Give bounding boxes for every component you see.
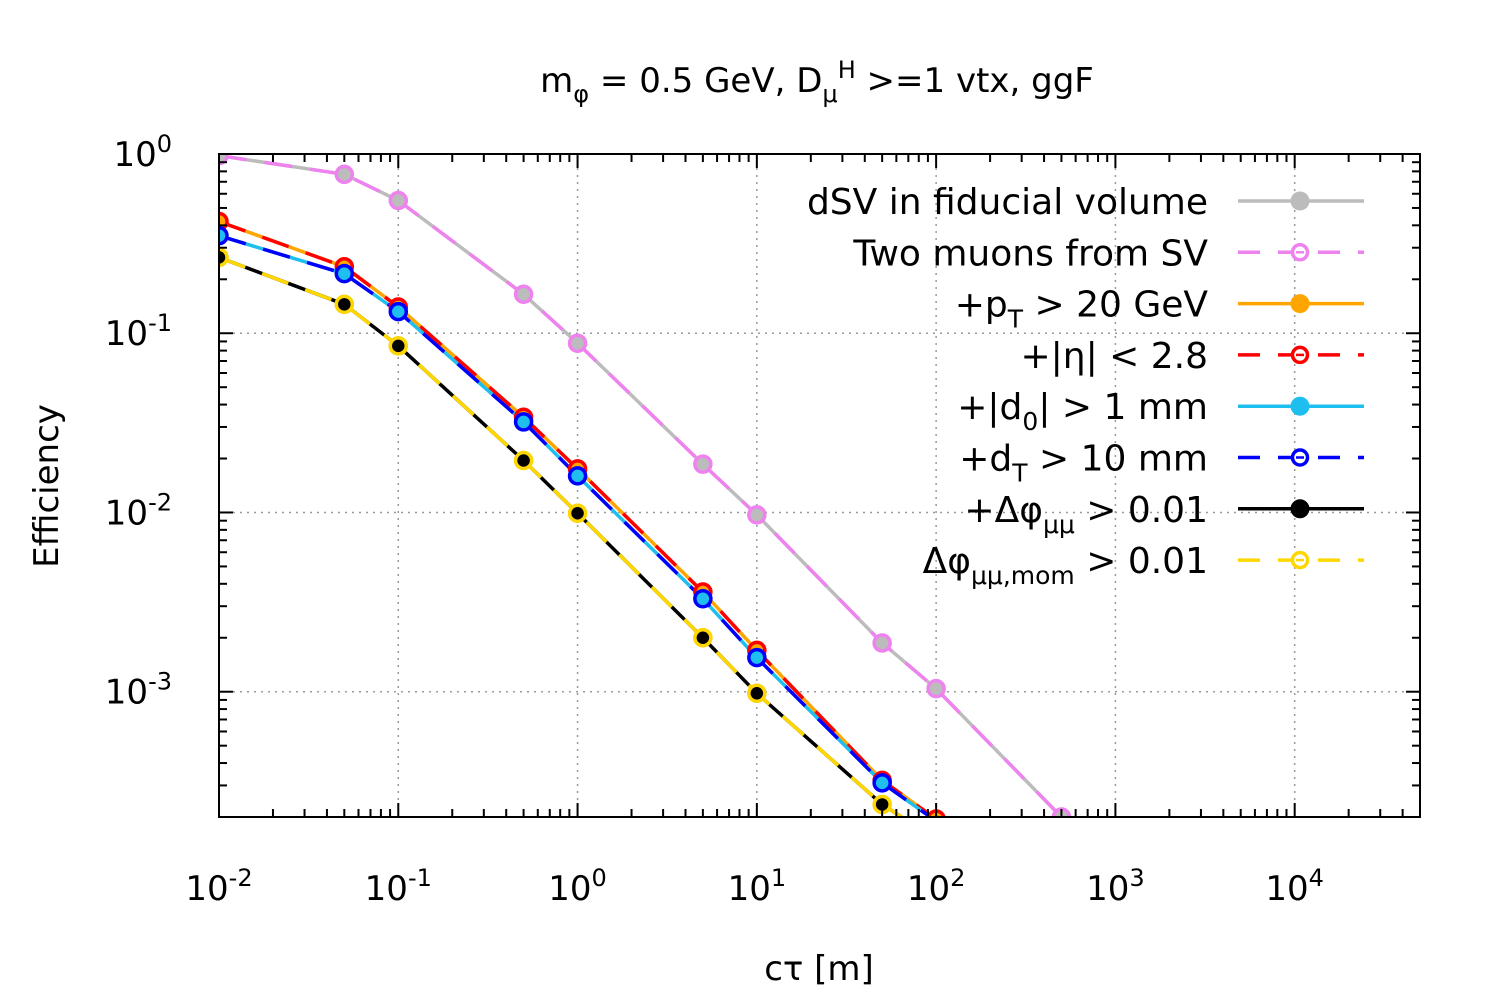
legend-label: dSV in fiducial volume: [807, 182, 1208, 223]
data-point: [693, 454, 713, 474]
x-tick-label: 103: [1086, 864, 1145, 909]
y-tick-label: 10-1: [105, 309, 172, 354]
x-tick-label: 10-1: [365, 864, 432, 909]
ticks: [218, 153, 1421, 818]
data-point: [388, 336, 409, 356]
data-point: [219, 154, 229, 166]
labels: 10-2 10-1 100 101 102 103 104 100 10-1 10-2 10-3 mφ…: [27, 56, 1324, 989]
data-point: [513, 412, 534, 432]
data-point: [567, 503, 588, 524]
data-point: [513, 284, 534, 305]
legend-label: +|d0| > 1 mm: [957, 387, 1208, 436]
data-point: [747, 647, 767, 668]
data-point: [872, 633, 892, 653]
plot-frame: [218, 153, 1421, 818]
y-axis-label: Efficiency: [27, 404, 67, 568]
x-tick-label: 100: [548, 864, 607, 909]
data-point: [693, 628, 713, 648]
data-point: [334, 164, 355, 185]
legend-label: Two muons from SV: [852, 233, 1208, 274]
x-tick-label: 102: [907, 864, 966, 909]
legend-label: Δφμμ,mom > 0.01: [923, 541, 1208, 590]
legend-marker: [1290, 396, 1310, 416]
x-axis-label: cτ [m]: [764, 949, 874, 989]
series-line: [219, 154, 1063, 817]
legend-label: +pT > 20 GeV: [955, 285, 1209, 334]
y-tick-label: 10-3: [105, 668, 172, 713]
x-tick-label: 101: [728, 864, 787, 909]
data-point: [219, 247, 229, 268]
legend-label: +|η| < 2.8: [1020, 336, 1208, 377]
data-point: [567, 466, 588, 486]
data-point: [567, 333, 588, 353]
data-point: [693, 589, 713, 609]
data-point: [872, 773, 892, 793]
data-point: [747, 505, 767, 525]
data-point: [388, 190, 409, 211]
x-tick-label: 10-2: [185, 864, 252, 909]
legend: dSV in fiducial volume Two muons from SV +…: [807, 182, 1364, 590]
data-point: [219, 225, 229, 246]
x-tick-label: 104: [1265, 864, 1324, 909]
y-tick-label: 100: [113, 130, 172, 175]
legend-marker: [1290, 294, 1310, 314]
legend-label: +Δφμμ > 0.01: [964, 490, 1208, 539]
data-point: [388, 301, 409, 322]
data-point: [334, 294, 355, 315]
data-point: [926, 678, 946, 699]
series-line: [219, 219, 937, 817]
series-line: [219, 255, 905, 817]
legend-marker: [1290, 499, 1310, 519]
chart-title: mφ = 0.5 GeV, DμH >=1 vtx, ggF: [540, 56, 1094, 108]
data-point: [747, 683, 767, 704]
data-point: [334, 263, 355, 284]
data-point: [513, 450, 534, 471]
legend-label: +dT > 10 mm: [959, 439, 1208, 488]
y-tick-label: 10-2: [105, 488, 172, 533]
series-layer: [219, 154, 1072, 817]
legend-marker: [1290, 191, 1310, 211]
data-point: [219, 211, 229, 232]
